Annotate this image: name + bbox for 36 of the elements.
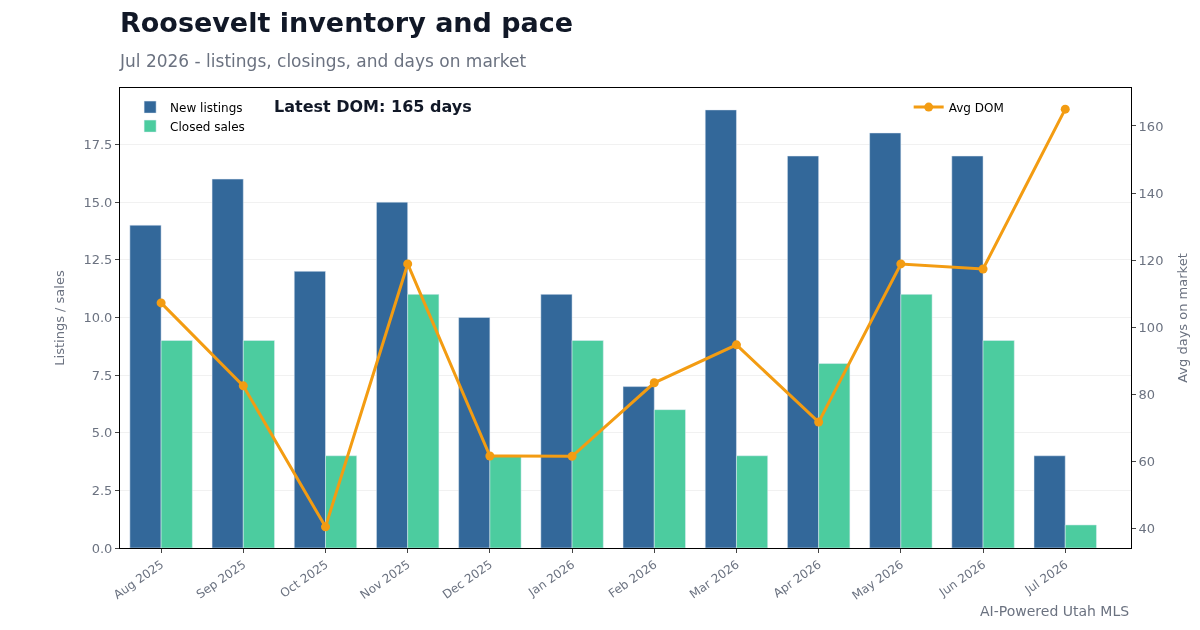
y2-tick-label: 120 [1138,252,1164,268]
legend-label: New listings [170,100,243,115]
point [567,451,577,461]
chart-subtitle: Jul 2026 - listings, closings, and days on market [119,50,527,71]
legend-label: Closed sales [170,119,245,134]
y2-tick-label: 160 [1138,118,1164,134]
chart-title: Roosevelt inventory and pace [120,6,574,38]
point [485,451,495,461]
point [731,340,741,350]
y2-tick-label: 140 [1138,185,1164,201]
point [896,259,906,269]
point [156,298,166,308]
y2-axis-title: Avg days on market [1175,253,1191,383]
point [1060,104,1070,114]
y-tick-label: 15.0 [83,194,113,210]
y2-tick-label: 40 [1138,521,1156,537]
annotation: Latest DOM: 165 days [274,97,472,116]
point [238,381,248,391]
y-tick-label: 7.5 [91,367,113,383]
point [403,259,413,269]
y-tick-label: 0.0 [91,540,113,556]
point [649,378,659,388]
legend-label: Avg DOM [948,100,1004,115]
y-axis-title: Listings / sales [52,270,68,366]
text: AI-Powered Utah MLS [980,603,1130,619]
y-tick-label: 2.5 [91,482,113,498]
point [978,264,988,274]
y-tick-label: 12.5 [83,252,113,268]
y-tick-label: 10.0 [83,309,113,325]
y-tick-label: 5.0 [91,425,113,441]
y2-tick-label: 100 [1138,319,1164,335]
y2-tick-label: 60 [1138,454,1156,470]
y-tick-label: 17.5 [83,137,113,153]
point [814,417,824,427]
point [320,522,330,532]
y2-tick-label: 80 [1138,387,1156,403]
